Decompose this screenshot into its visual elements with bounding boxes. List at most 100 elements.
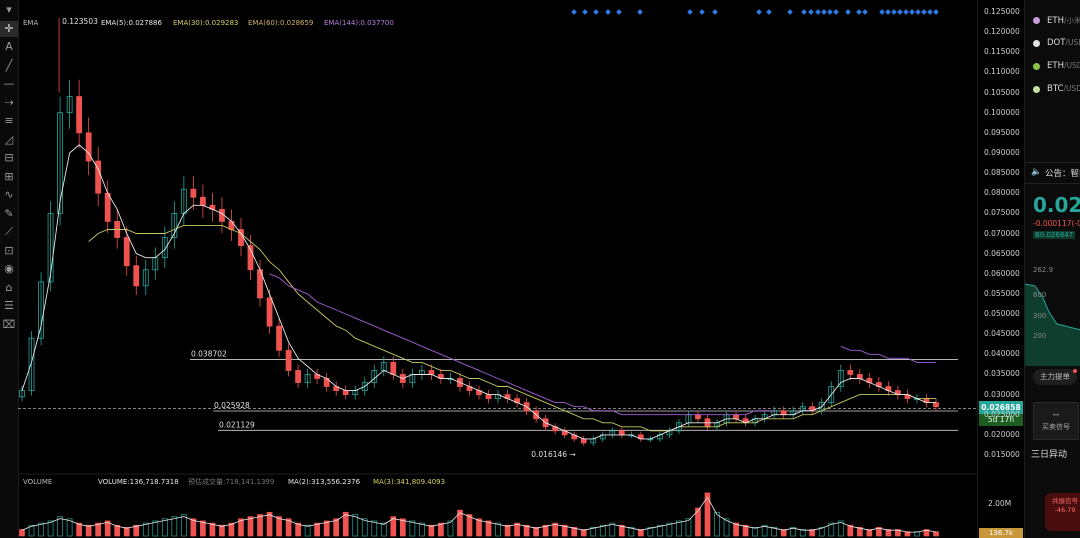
price-tick: 0.110000: [984, 67, 1020, 77]
volume-bar: [28, 524, 35, 537]
price-tick: 0.090000: [984, 147, 1020, 157]
candle-body: [933, 402, 939, 408]
announcement-bar[interactable]: 🔈 公告：智能: [1025, 162, 1080, 184]
volume-bar: [457, 509, 463, 537]
candle-body: [171, 212, 178, 238]
volume-bar: [171, 516, 178, 537]
crosshair-icon[interactable]: ✛: [0, 20, 18, 37]
volume-bar: [580, 529, 587, 537]
watchlist-symbol: ETH/小米: [1047, 15, 1080, 26]
volume-last-label: 136.7k: [979, 528, 1023, 538]
horizontal-line-icon[interactable]: —: [3, 77, 15, 90]
right-panel: 🔈 公告：智能 0.026 -0.000117(-0. B0.026847 26…: [1024, 0, 1080, 538]
price-tick: 0.020000: [984, 429, 1020, 439]
fib-icon[interactable]: ≡: [4, 114, 14, 127]
cursor-icon[interactable]: ▾: [6, 3, 12, 16]
signal-marker: [827, 9, 833, 15]
level-label: 0.038702: [191, 350, 227, 359]
wave-icon[interactable]: ∿: [4, 188, 14, 201]
high-label: 0.123503: [62, 17, 98, 26]
volume-bar: [85, 524, 92, 537]
volume-bar: [752, 527, 758, 537]
candle-body: [342, 390, 349, 395]
volume-bar: [57, 516, 63, 537]
low-label: 0.016146 →: [531, 450, 575, 459]
candle-body: [837, 370, 844, 387]
lock-icon[interactable]: ⊡: [4, 243, 14, 257]
line-icon[interactable]: ╱: [5, 58, 13, 72]
signal-marker: [903, 9, 909, 15]
volume-bar: [409, 520, 416, 537]
volume-bar: [190, 518, 197, 537]
volume-bar: [647, 527, 654, 537]
volume-bar: [780, 529, 787, 537]
last-price-label: 0.026858: [979, 401, 1023, 414]
price-tick: 0.050000: [984, 309, 1020, 319]
candle-body: [199, 196, 206, 206]
coin-icon: [1033, 40, 1040, 47]
price-tick: 0.070000: [984, 228, 1020, 238]
resonance-alert-badge[interactable]: 共振信号 -46.79: [1045, 493, 1080, 531]
candle-body: [856, 374, 863, 379]
layers-icon[interactable]: ☰: [4, 299, 14, 312]
volume-bar: [666, 522, 673, 537]
volume-bar: [104, 520, 111, 537]
volume-bar: [276, 516, 282, 537]
volume-bar: [837, 520, 844, 537]
volume-bar: [466, 514, 473, 537]
candle-body: [618, 430, 625, 436]
volume-bar: [95, 522, 102, 537]
watchlist-item[interactable]: ETH/USD: [1025, 58, 1080, 76]
ray-icon[interactable]: ⇢: [4, 95, 14, 109]
coin-icon: [1033, 86, 1040, 93]
volume-bar: [285, 518, 292, 537]
candle-countdown: 5d 17h: [979, 414, 1023, 426]
price-chart[interactable]: 0.038702 0.025928 0.021129 0.123503 0.016146…: [18, 0, 977, 538]
volume-bar: [895, 529, 901, 537]
candle-body: [266, 297, 273, 327]
depth-label-1: 262.9: [1033, 266, 1054, 274]
watchlist-item[interactable]: BTC/USD: [1025, 81, 1080, 99]
signal-marker: [891, 9, 897, 15]
eye-icon[interactable]: ◉: [4, 262, 14, 275]
candle-body: [285, 349, 292, 371]
price-tick: 0.055000: [984, 288, 1020, 298]
watchlist-item[interactable]: ETH/小米: [1025, 12, 1080, 30]
main-force-button[interactable]: 主力提单: [1033, 369, 1077, 385]
candle-body: [104, 192, 111, 222]
candle-body: [76, 96, 83, 134]
volume-bar: [856, 527, 863, 537]
volume-bar: [314, 522, 320, 537]
brush-icon[interactable]: ✎: [4, 206, 14, 220]
ticker-change: -0.000117(-0.: [1033, 219, 1080, 228]
price-tick: 0.060000: [984, 268, 1020, 278]
drawing-toolbar: ▾ ✛ A ╱ — ⇢ ≡ ◿ ⊟ ⊞ ∿ ✎ ⟋ ⊡ ◉ ⌂ ☰ ⌧: [0, 0, 19, 538]
signal-button[interactable]: -- 买卖信号: [1033, 402, 1079, 440]
candle-body: [66, 96, 73, 114]
candle-body: [580, 438, 587, 444]
depth-label-2: 600: [1033, 291, 1047, 299]
volume-bar: [38, 522, 44, 537]
ruler-icon[interactable]: ⟋: [5, 225, 13, 238]
candle-body: [828, 386, 835, 404]
watchlist-pair: /USD: [1063, 84, 1080, 93]
volume-bar: [618, 524, 625, 537]
volume-bar: [342, 511, 349, 537]
price-axis[interactable]: 0.026858 5d 17h 2.00M 136.7k 0.125000 0.1…: [977, 0, 1024, 538]
bookmark-icon[interactable]: ⌂: [5, 280, 13, 294]
candle-body: [733, 414, 739, 420]
channel-icon[interactable]: ⊟: [4, 151, 14, 164]
three-day-movement-title[interactable]: 三日异动: [1031, 450, 1068, 460]
triangle-icon[interactable]: ◿: [4, 132, 14, 146]
trash-icon[interactable]: ⌧: [2, 317, 16, 331]
candle-body: [133, 265, 140, 287]
volume-bar: [847, 524, 854, 537]
grid-icon[interactable]: ⊞: [4, 169, 14, 183]
volume-bar: [142, 522, 149, 537]
text-icon[interactable]: A: [5, 40, 13, 53]
watchlist-item[interactable]: DOT/USD: [1025, 35, 1080, 53]
volume-bar: [123, 527, 130, 537]
volume-axis-tick: 2.00M: [988, 499, 1012, 508]
volume-bar: [371, 520, 378, 537]
volume-bar: [923, 529, 930, 537]
